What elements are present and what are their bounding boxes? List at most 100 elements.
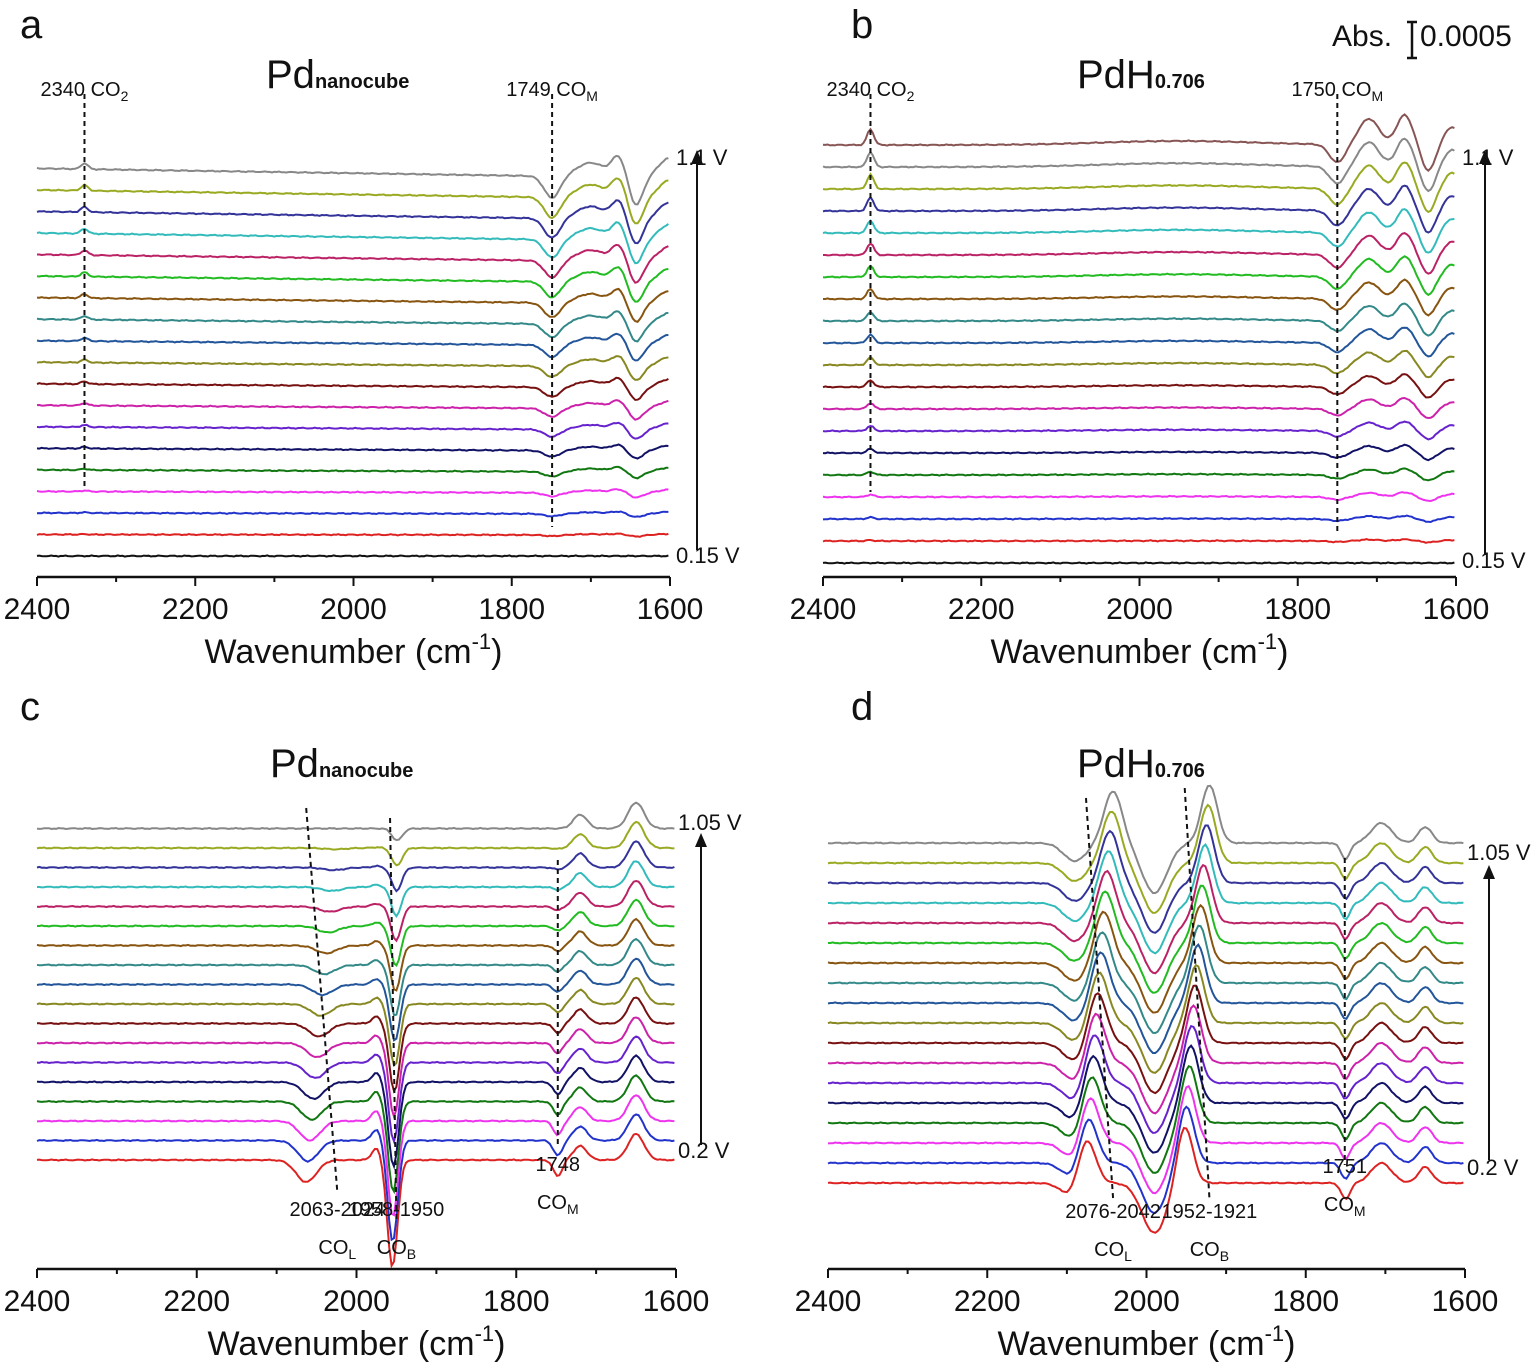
peak-label-d-2: 1952-1921: [1162, 1201, 1258, 1223]
potential-bottom-label-a: 0.15 V: [676, 543, 740, 568]
x-tick-label-b-4: 1600: [1423, 593, 1490, 626]
spectrum-line-c-10: [36, 957, 675, 1042]
spectrum-line-b-14: [822, 255, 1455, 297]
x-tick-label-a-2: 2000: [320, 593, 387, 626]
spectrum-line-b-2: [822, 538, 1455, 544]
peak-label-text-c-2: 1958-1950: [349, 1199, 445, 1221]
x-axis-d: 2400 2200 2000 1800 1600 Wavenumber (cm-1): [795, 1267, 1498, 1363]
peak-label-text-d-2: 1952-1921: [1162, 1201, 1258, 1223]
peak-species-sub-d-3: M: [1354, 1203, 1366, 1219]
x-tick-label-c-2: 2000: [323, 1285, 390, 1318]
peak-label-text-c-3: 1748: [536, 1154, 581, 1176]
peak-label-a-1: 2340 CO2: [41, 79, 129, 104]
peak-marker-d-2: 1952-1921 COB: [1162, 787, 1258, 1264]
spectrum-line-d-16: [827, 824, 1464, 934]
spectrum-line-a-4: [36, 488, 669, 499]
spectrum-line-d-11: [827, 924, 1464, 1035]
x-axis-label-sup-d: -1: [1265, 1321, 1285, 1346]
x-axis-b: 2400 2200 2000 1800 1600 Wavenumber (cm-1): [790, 575, 1490, 671]
peak-species-text-c-3: CO: [537, 1192, 567, 1214]
peak-label-text-b-2: 1750 CO: [1291, 79, 1371, 101]
peak-label-d-3: 1751: [1323, 1156, 1368, 1178]
scale-bar-label: Abs.: [1332, 20, 1392, 53]
x-tick-label-d-3: 1800: [1272, 1285, 1339, 1318]
spectrum-line-c-1: [36, 1132, 675, 1269]
spectrum-line-c-15: [37, 860, 675, 918]
x-axis-label-main-d: Wavenumber (cm: [998, 1325, 1265, 1362]
spectrum-line-d-4: [827, 1064, 1464, 1174]
spectrum-line-c-3: [36, 1094, 675, 1217]
spectrum-line-b-5: [822, 467, 1455, 482]
x-tick-label-b-1: 2200: [948, 593, 1015, 626]
spectrum-line-c-16: [36, 840, 675, 893]
peak-marker-a-1: 2340 CO2: [41, 79, 129, 490]
spectrum-line-d-9: [827, 963, 1464, 1074]
scale-bar-value: 0.0005: [1420, 20, 1512, 53]
spectrum-line-b-8: [823, 396, 1455, 420]
peak-species-d-2: COB: [1190, 1239, 1229, 1264]
spectrum-line-d-15: [828, 843, 1464, 955]
spectrum-line-b-3: [822, 514, 1455, 524]
peak-marker-b-2: 1750 COM: [1291, 79, 1383, 535]
x-tick-label-b-2: 2000: [1106, 593, 1173, 626]
spectrum-line-c-14: [36, 879, 675, 943]
spectrum-line-b-16: [822, 208, 1455, 254]
peak-marker-a-2: 1749 COM: [506, 79, 598, 527]
peak-label-b-2: 1750 COM: [1291, 79, 1383, 104]
x-tick-label-c-0: 2400: [4, 1285, 71, 1318]
x-axis-label-main-a: Wavenumber (cm: [205, 633, 472, 671]
spectrum-line-d-8: [828, 984, 1464, 1095]
x-tick-label-b-0: 2400: [790, 593, 857, 626]
spectrum-line-c-12: [36, 917, 675, 992]
panel-title-main-b: PdH: [1077, 53, 1155, 97]
spectrum-line-b-9: [822, 373, 1455, 399]
spectrum-line-c-17: [36, 820, 675, 867]
x-axis-label-close-b: ): [1277, 633, 1288, 671]
peak-label-sub-a-2: M: [586, 88, 598, 104]
x-axis-label-close-d: ): [1284, 1325, 1295, 1362]
x-axis-label-a: Wavenumber (cm-1): [205, 629, 503, 671]
spectrum-line-c-4: [36, 1074, 675, 1195]
x-axis-label-close-a: ): [491, 633, 502, 671]
spectrum-line-b-6: [822, 443, 1455, 462]
panel-title-main-c: Pd: [270, 742, 319, 786]
x-tick-label-a-1: 2200: [162, 593, 229, 626]
peak-label-text-a-2: 1749 CO: [506, 79, 586, 101]
spectrum-line-b-4: [822, 491, 1455, 503]
spectrum-line-b-18: [822, 161, 1455, 214]
peak-species-sub-c-1: L: [348, 1246, 356, 1262]
peak-species-c-1: COL: [318, 1237, 356, 1262]
x-tick-label-d-1: 2200: [954, 1285, 1021, 1318]
x-axis-label-b: Wavenumber (cm-1): [991, 629, 1289, 671]
panel-d: 2400 2200 2000 1800 1600 Wavenumber (cm-1) d Pd…: [795, 685, 1531, 1363]
spectrum-line-c-18: [36, 801, 675, 842]
peak-label-sub-a-1: 2: [121, 88, 129, 104]
peak-label-text-c-1: 2063-2024: [290, 1199, 386, 1221]
peak-marker-d-1: 2076-2042 COL: [1065, 797, 1161, 1264]
peak-dashed-line-c-2: [389, 817, 398, 1221]
panel-letter-a: a: [20, 3, 43, 47]
spectrum-line-b-17: [822, 184, 1455, 234]
panel-title-main-a: Pd: [266, 53, 315, 97]
potential-bottom-label-b: 0.15 V: [1462, 548, 1526, 573]
x-tick-label-d-2: 2000: [1113, 1285, 1180, 1318]
panel-title-sub-d: 0.706: [1155, 760, 1205, 782]
spectrum-line-c-11: [36, 937, 675, 1017]
x-tick-label-c-3: 1800: [483, 1285, 550, 1318]
spectrum-line-a-3: [36, 510, 669, 518]
peak-species-text-c-2: CO: [377, 1237, 407, 1259]
peak-species-text-d-2: CO: [1190, 1239, 1220, 1261]
x-tick-label-d-0: 2400: [795, 1285, 862, 1318]
spectrum-line-b-13: [823, 278, 1455, 317]
peak-label-sub-b-2: M: [1372, 88, 1384, 104]
x-axis-a: 2400 2200 2000 1800 1600 Wavenumber (cm-1): [4, 575, 703, 671]
x-tick-label-b-3: 1800: [1264, 593, 1331, 626]
x-axis-c: 2400 2200 2000 1800 1600 Wavenumber (cm-1): [4, 1267, 709, 1363]
spectrum-line-a-5: [36, 465, 669, 480]
potential-bottom-label-c: 0.2 V: [678, 1138, 730, 1163]
potential-arrowhead-d: [1483, 865, 1495, 879]
spectrum-line-b-1: [822, 561, 1455, 565]
spectrum-line-a-18: [36, 177, 669, 225]
spectrum-line-a-9: [36, 376, 669, 401]
